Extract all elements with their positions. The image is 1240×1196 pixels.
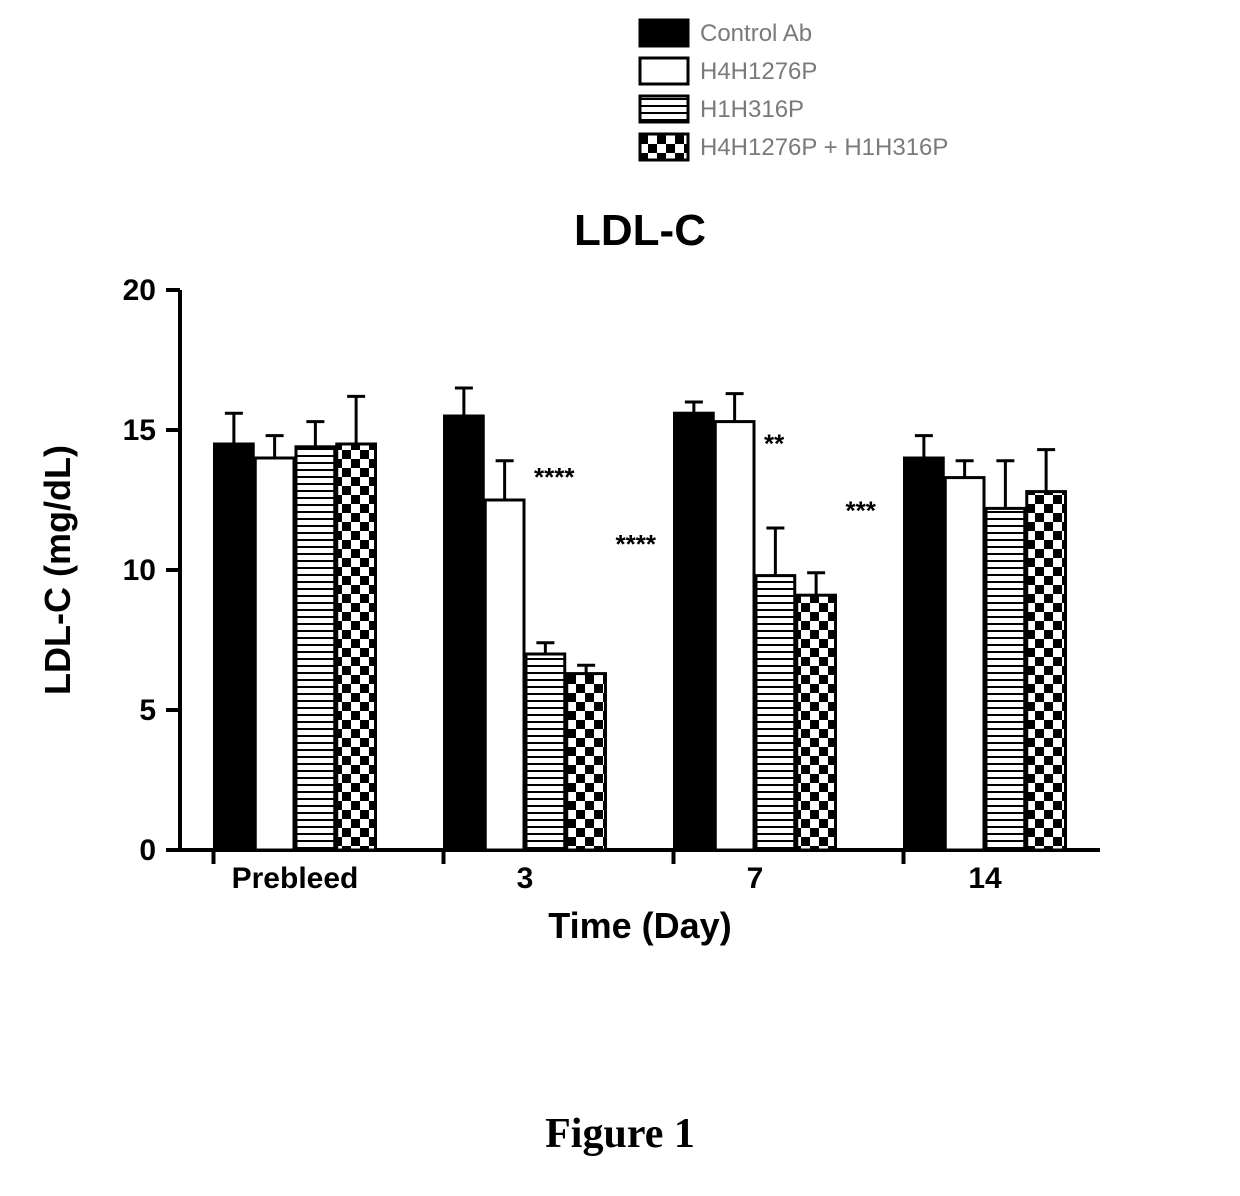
legend-label: H4H1276P: [700, 58, 817, 85]
bar: [945, 478, 984, 850]
chart-title: LDL-C: [574, 206, 706, 255]
x-tick-label: Prebleed: [232, 862, 359, 895]
bar: [485, 500, 524, 850]
bar: [905, 458, 944, 850]
bar: [296, 447, 335, 850]
y-tick-label: 0: [139, 834, 156, 867]
legend-label: Control Ab: [700, 20, 812, 47]
legend-swatch: [640, 96, 688, 122]
y-tick-label: 10: [123, 554, 156, 587]
significance-annotation: **: [764, 428, 785, 458]
figure-caption: Figure 1: [0, 1110, 1240, 1158]
bar: [337, 444, 376, 850]
legend-swatch: [640, 20, 688, 46]
bar: [715, 422, 754, 850]
significance-annotation: ****: [616, 529, 657, 559]
significance-annotation: ***: [846, 496, 877, 526]
legend-swatch: [640, 134, 688, 160]
bar: [1027, 492, 1066, 850]
significance-annotation: ****: [534, 462, 575, 492]
x-axis-label: Time (Day): [548, 905, 731, 946]
legend: Control Ab H4H1276P H1H316P H4H1276P + H1H3…: [640, 20, 948, 161]
chart-svg: Control Ab H4H1276P H1H316P H4H1276P + H1H3…: [0, 0, 1240, 1196]
y-tick-label: 20: [123, 274, 156, 307]
x-tick-label: 7: [747, 862, 764, 895]
bar: [567, 674, 606, 850]
x-tick-label: 14: [968, 862, 1002, 895]
y-tick-label: 5: [139, 694, 156, 727]
bar: [797, 595, 836, 850]
x-tick-label: 3: [517, 862, 534, 895]
bar: [675, 413, 714, 850]
legend-swatch: [640, 58, 688, 84]
y-axis-label: LDL-C (mg/dL): [37, 445, 78, 695]
legend-label: H4H1276P + H1H316P: [700, 134, 948, 161]
bar: [255, 458, 294, 850]
bar: [445, 416, 484, 850]
legend-label: H1H316P: [700, 96, 804, 123]
figure-stage: Control Ab H4H1276P H1H316P H4H1276P + H1H3…: [0, 0, 1240, 1196]
bar: [756, 576, 795, 850]
y-tick-label: 15: [123, 414, 156, 447]
bar: [526, 654, 565, 850]
bar: [215, 444, 254, 850]
bar: [986, 508, 1025, 850]
